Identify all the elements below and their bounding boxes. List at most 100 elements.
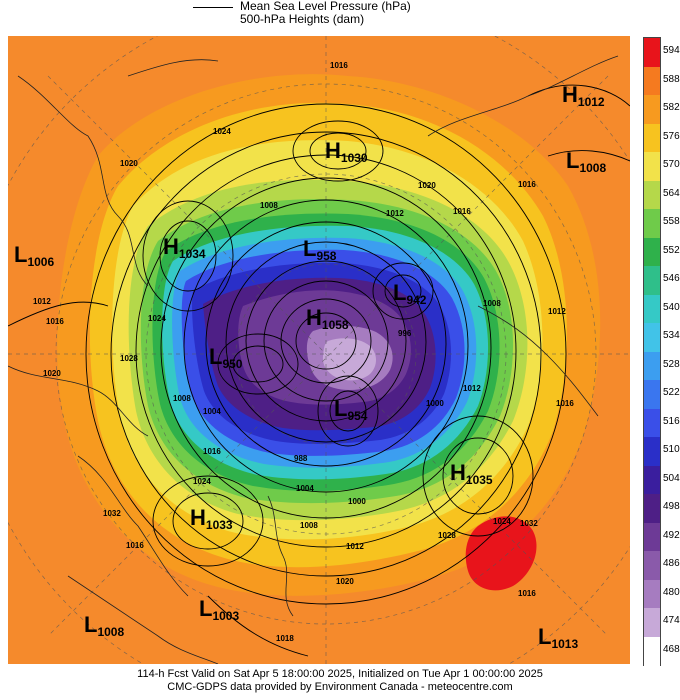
colorbar-swatch: [644, 579, 660, 609]
isobar-label: 1008: [173, 394, 191, 403]
isobar-label: 1016: [126, 541, 144, 550]
isobar-label: 1032: [103, 509, 121, 518]
height-band-474: [322, 338, 376, 381]
colorbar-level-label: 594: [663, 45, 680, 57]
pressure-system-high: H1012: [562, 82, 605, 110]
isobar-label: 1012: [386, 209, 404, 218]
colorbar-level-label: 552: [663, 244, 680, 256]
isobar-labels: 1016 1024 1020 1012 1008 1016 1020 1012 …: [33, 61, 574, 643]
isobar-label: 1012: [463, 384, 481, 393]
legend: Mean Sea Level Pressure (hPa) 500-hPa He…: [0, 0, 680, 36]
colorbar-level-label: 588: [663, 73, 680, 85]
colorbar-swatch: [644, 437, 660, 466]
colorbar-swatch: [644, 465, 660, 495]
pressure-system-low: L954: [334, 396, 368, 424]
colorbar-swatch: [644, 551, 660, 580]
colorbar-swatch: [644, 522, 660, 552]
isobar-label: 1024: [193, 477, 211, 486]
colorbar-swatch: [644, 180, 660, 210]
colorbar-level-label: 546: [663, 273, 680, 285]
isobar-label: 1020: [336, 577, 354, 586]
pressure-system-high: H1033: [190, 505, 233, 533]
isobar-label: 1024: [213, 127, 231, 136]
isobar-label: 1016: [556, 399, 574, 408]
isobars: [8, 84, 630, 657]
isobar-label: 1024: [148, 314, 166, 323]
colorbar-level-label: 516: [663, 415, 680, 427]
colorbar-swatch: [644, 95, 660, 124]
data-credit-text: CMC-GDPS data provided by Environment Ca…: [167, 681, 513, 693]
isobar-label: 1028: [438, 531, 456, 540]
isobar-label: 1024: [493, 517, 511, 526]
colorbar-swatch: [644, 237, 660, 267]
colorbar-swatch: [644, 380, 660, 409]
isobar-label: 1000: [348, 497, 366, 506]
colorbar-swatch: [644, 636, 660, 666]
height-colorbar: [643, 37, 661, 666]
colorbar-level-label: 468: [663, 643, 680, 655]
colorbar-level-label: 558: [663, 216, 680, 228]
isobar-label: 1020: [120, 159, 138, 168]
colorbar-swatch: [644, 494, 660, 523]
isobar-label: 1016: [518, 589, 536, 598]
pressure-system-low: L1008: [566, 148, 607, 176]
colorbar-swatch: [644, 608, 660, 637]
isobar-label: 1012: [548, 307, 566, 316]
isobar-label: 1016: [330, 61, 348, 70]
colorbar-swatch: [644, 152, 660, 181]
colorbar-swatch: [644, 351, 660, 381]
isobar-label: 1000: [426, 399, 444, 408]
mslp-legend-label: Mean Sea Level Pressure (hPa): [240, 0, 411, 13]
isobar-label: 1008: [300, 521, 318, 530]
colorbar-swatch: [644, 123, 660, 153]
pressure-system-high: H1034: [163, 234, 206, 262]
isobar-label: 1012: [346, 542, 364, 551]
isobar-label: 1028: [120, 354, 138, 363]
colorbar-level-label: 504: [663, 472, 680, 484]
colorbar-level-label: 528: [663, 358, 680, 370]
pressure-system-high: H1058: [306, 305, 349, 333]
isobar-label: 1016: [518, 180, 536, 189]
pressure-system-high: H1035: [450, 460, 493, 488]
colorbar-level-label: 570: [663, 159, 680, 171]
coastlines: [8, 55, 619, 664]
isobar-label: 1016: [453, 207, 471, 216]
isobar-label: 1012: [33, 297, 51, 306]
map-canvas: 1016 1024 1020 1012 1008 1016 1020 1012 …: [8, 36, 630, 664]
colorbar-level-label: 522: [663, 387, 680, 399]
isobar-label: 1004: [203, 407, 221, 416]
colorbar-level-label: 540: [663, 301, 680, 313]
isobar-label: 1008: [483, 299, 501, 308]
forecast-map: 1016 1024 1020 1012 1008 1016 1020 1012 …: [8, 36, 630, 664]
isobar-label: 988: [294, 454, 308, 463]
isobar-label: 1032: [520, 519, 538, 528]
pressure-system-low: L1008: [84, 612, 125, 640]
pressure-system-low: L950: [209, 344, 243, 372]
colorbar-swatch: [644, 209, 660, 238]
colorbar-swatch: [644, 38, 660, 67]
isobar-label: 1020: [418, 181, 436, 190]
colorbar-swatch: [644, 294, 660, 324]
colorbar-swatch: [644, 323, 660, 352]
colorbar-swatch: [644, 66, 660, 96]
colorbar-level-label: 510: [663, 444, 680, 456]
isobar-label: 996: [398, 329, 412, 338]
isobar-label: 1020: [43, 369, 61, 378]
colorbar-level-label: 474: [663, 615, 680, 627]
colorbar-level-label: 498: [663, 501, 680, 513]
isobar-label: 1004: [296, 484, 314, 493]
pressure-system-low: L1006: [14, 242, 55, 270]
colorbar-swatch: [644, 408, 660, 438]
mslp-legend-line-icon: [193, 7, 233, 8]
graticule: [8, 36, 630, 664]
isobar-label: 1018: [276, 634, 294, 643]
pressure-system-low: L1003: [199, 596, 240, 624]
colorbar-level-label: 564: [663, 187, 680, 199]
pressure-system-low: L942: [393, 280, 427, 308]
isobar-label: 1016: [46, 317, 64, 326]
colorbar-level-label: 492: [663, 529, 680, 541]
isobar-label: 1016: [203, 447, 221, 456]
colorbar-swatch: [644, 266, 660, 295]
colorbar-level-label: 582: [663, 102, 680, 114]
isobar-label: 1008: [260, 201, 278, 210]
